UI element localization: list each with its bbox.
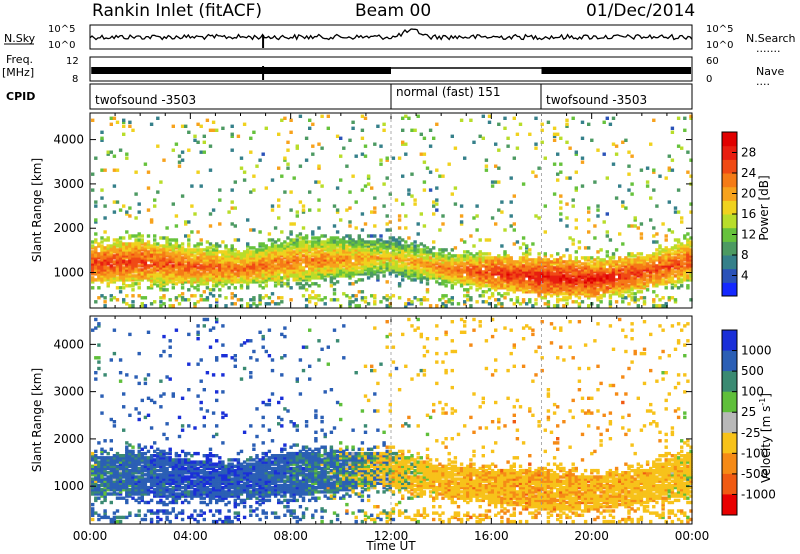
xtick-label: 00:00 [675,529,710,543]
ytick-label: 1000 [53,266,84,280]
date-title: 01/Dec/2014 [586,1,695,21]
velocity-heatmap [91,317,693,524]
noise-panel: 10^5 10^0 10^5 10^0 [48,24,733,51]
freq-unit-label: [MHz] [2,66,34,79]
velocity-axis: 1000 2000 3000 4000 00:00 04:00 08:00 12:00 16:0… [53,316,709,543]
colorbar-segment [722,241,737,256]
freq-label: Freq. [6,53,33,66]
colorbar-tick-label: 25 [741,405,756,419]
colorbar-tick-label: 100 [741,385,764,399]
colorbar-segment [722,255,737,270]
colorbar-tick-label: 1000 [741,344,772,358]
colorbar-tick-label: 8 [741,248,749,262]
colorbar-segment [722,473,737,495]
xtick-label: 20:00 [574,529,609,543]
velocity-xlabel: Time UT [365,539,416,553]
power-colorbar-label: Power [dB] [757,175,771,240]
nave-dots: .... [756,75,770,88]
power-ylabel: Slant Range [km] [30,158,44,262]
cpid-segment-2: normal (fast) 151 [396,85,500,99]
xtick-label: 12:00 [374,529,409,543]
noise-trace [89,28,693,48]
xtick-label: 00:00 [73,529,108,543]
noise-right-tick-bottom: 10^0 [706,40,733,51]
colorbar-tick-label: 4 [741,269,749,283]
colorbar-segment [722,453,737,475]
nsearch-label: N.Search [746,32,796,45]
noise-left-tick-top: 10^5 [48,24,75,35]
colorbar-segment [722,186,737,201]
ytick-label: 4000 [53,337,84,351]
colorbar-segment [722,227,737,242]
colorbar-tick-label: 28 [741,146,756,160]
colorbar-tick-label: 20 [741,187,756,201]
cpid-panel: twofsound -3503 normal (fast) 151 twofso… [89,83,693,110]
colorbar-segment [722,268,737,283]
ytick-label: 3000 [53,385,84,399]
xtick-label: 16:00 [474,529,509,543]
freq-left-tick-top: 12 [66,56,79,67]
colorbar-segment [722,391,737,413]
colorbar-segment [722,412,737,434]
colorbar-segment [722,330,737,352]
colorbar-tick-label: 500 [741,364,764,378]
ytick-label: 2000 [53,221,84,235]
colorbar-tick-label: 16 [741,207,756,221]
colorbar-segment [722,159,737,174]
power-colorbar: 4 8 12 16 20 24 28 Power [dB] [721,131,771,297]
colorbar-segment [722,214,737,229]
ytick-label: 1000 [53,479,84,493]
nave-label: Nave [756,65,784,78]
power-axis: 1000 2000 3000 4000 [53,113,693,308]
noise-left-tick-bottom: 10^0 [48,40,75,51]
freq-trace [91,66,691,80]
colorbar-tick-label: -100 [741,446,768,460]
nsearch-dots: ....... [756,42,780,55]
velocity-panel: 1000 2000 3000 4000 00:00 04:00 08:00 12:00 16:0… [30,315,709,553]
colorbar-segment [722,350,737,372]
cpid-segment-1: twofsound -3503 [95,93,196,107]
noise-right-tick-top: 10^5 [706,24,733,35]
beam-title: Beam 00 [355,1,431,21]
velocity-colorbar: 1000 500 100 25 -25 -100 -500 -1000 Velocity [m… [721,329,776,516]
nsky-label: N.Sky [4,32,36,45]
freq-bar-2 [541,67,691,74]
colorbar-segment [722,132,737,147]
colorbar-segment [722,145,737,160]
ytick-label: 4000 [53,133,84,147]
colorbar-segment [722,371,737,393]
colorbar-segment [722,494,737,516]
colorbar-tick-label: 24 [741,166,756,180]
cpid-segment-3: twofsound -3503 [546,93,647,107]
colorbar-tick-label: 12 [741,228,756,242]
colorbar-segment [722,200,737,215]
power-panel: 1000 2000 3000 4000 Slant Range [km] [30,112,693,309]
velocity-colorbar-label: Velocity [m s-1] [758,393,773,483]
ytick-label: 3000 [53,177,84,191]
xtick-label: 08:00 [273,529,308,543]
xtick-label: 04:00 [173,529,208,543]
colorbar-tick-label: -25 [741,426,761,440]
freq-right-tick-bottom: 0 [706,74,712,85]
station-title: Rankin Inlet (fitACF) [92,1,262,21]
colorbar-segment [722,282,737,297]
freq-right-tick-top: 60 [706,56,719,67]
colorbar-tick-label: -1000 [741,487,776,501]
cpid-label: CPID [6,90,35,103]
noise-sky-line [89,28,693,41]
colorbar-tick-label: -500 [741,467,768,481]
freq-bar-1 [91,67,392,74]
ytick-label: 2000 [53,432,84,446]
velocity-ylabel: Slant Range [km] [30,368,44,472]
freq-left-tick-bottom: 8 [72,74,78,85]
power-heatmap [91,114,693,308]
colorbar-segment [722,173,737,188]
colorbar-segment [722,432,737,454]
freq-panel: 12 8 60 0 [66,56,719,85]
